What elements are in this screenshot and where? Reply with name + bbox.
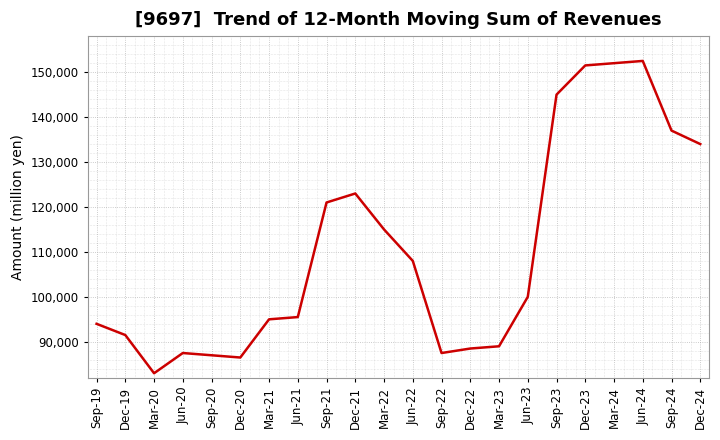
Y-axis label: Amount (million yen): Amount (million yen) (11, 134, 25, 280)
Title: [9697]  Trend of 12-Month Moving Sum of Revenues: [9697] Trend of 12-Month Moving Sum of R… (135, 11, 662, 29)
